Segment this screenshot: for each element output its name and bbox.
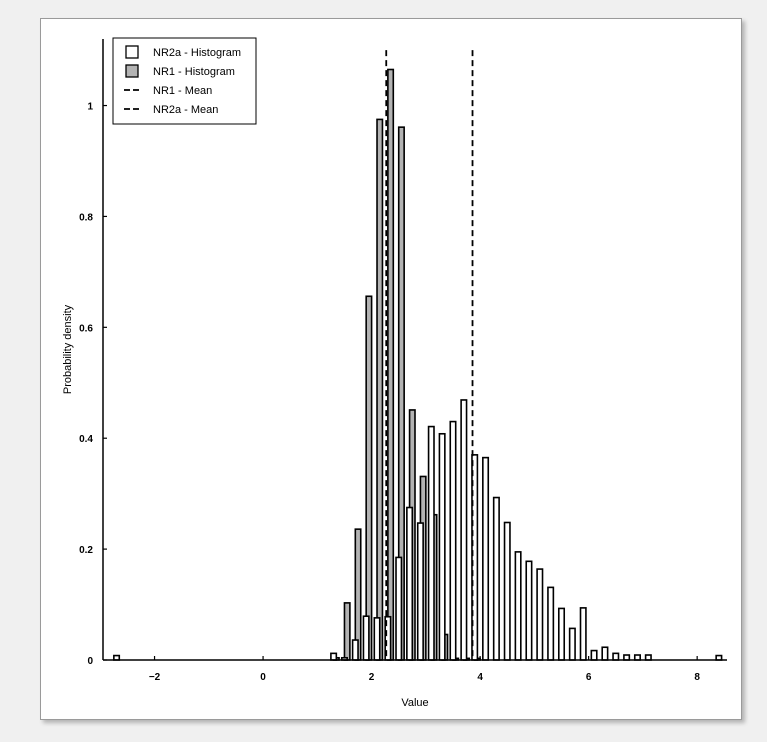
nr2a-histogram-bar	[373, 617, 381, 661]
nr2a-histogram-bar	[536, 568, 544, 661]
legend-item: NR2a - Mean	[124, 104, 218, 116]
nr2a-histogram-bar	[590, 649, 598, 661]
nr2a-histogram-bar	[568, 627, 576, 661]
nr2a-histogram-bar	[612, 652, 620, 661]
x-tick-label: 0	[260, 672, 266, 683]
nr2a-histogram-bar	[557, 607, 566, 661]
y-tick-label: 0.6	[79, 323, 93, 334]
nr1-histogram-bar	[376, 118, 384, 661]
axes	[102, 39, 727, 661]
y-axis-label: Probability density	[62, 304, 74, 394]
nr2a-histogram-bar	[503, 521, 511, 661]
nr2a-histogram-bar	[438, 432, 446, 661]
mean-lines	[385, 50, 474, 660]
histogram-chart: −2 0 2 4 6 8 0 0.2 0.4 0.6 0.8 1 Value Probability…	[62, 37, 727, 709]
y-tick-label: 1	[87, 102, 93, 113]
nr1-histogram-bar	[343, 602, 351, 661]
legend-label: NR1 - Histogram	[153, 66, 235, 78]
y-ticks: 0 0.2 0.4 0.6 0.8 1	[79, 102, 107, 667]
x-tick-label: 8	[694, 672, 700, 683]
chart-figure: −2 0 2 4 6 8 0 0.2 0.4 0.6 0.8 1 Value Probability…	[40, 18, 742, 720]
y-tick-label: 0.2	[79, 545, 93, 556]
nr2a-histogram-bar	[416, 522, 424, 661]
nr2a-histogram-bar	[547, 586, 555, 661]
x-ticks: −2 0 2 4 6 8	[149, 656, 700, 683]
nr2a-histogram-bar	[525, 560, 533, 661]
legend-item: NR1 - Histogram	[125, 64, 235, 78]
nr1-histogram-bar	[365, 295, 373, 661]
x-tick-label: 2	[369, 672, 375, 683]
nr2a-histogram-bar	[482, 456, 490, 661]
y-tick-label: 0.4	[79, 434, 93, 445]
nr2a-histogram-bar	[330, 652, 338, 661]
legend-item: NR1 - Mean	[124, 85, 212, 97]
nr2a-histogram-bar	[514, 551, 522, 661]
x-tick-label: −2	[149, 672, 161, 683]
nr2a-legend-swatch	[125, 45, 139, 59]
nr1-histogram-bar	[387, 68, 395, 661]
nr2a-histogram-bar	[449, 420, 457, 661]
legend-label: NR2a - Mean	[153, 104, 218, 116]
x-tick-label: 4	[477, 672, 483, 683]
nr2a-histogram-bar	[492, 496, 500, 661]
nr2a-histogram-bar	[406, 506, 414, 661]
legend-item: NR2a - Histogram	[125, 45, 241, 59]
legend-label: NR1 - Mean	[153, 85, 212, 97]
nr2a-histogram-bars	[113, 399, 723, 661]
nr2a-histogram-bar	[460, 399, 468, 661]
nr2a-histogram-bar	[427, 425, 435, 661]
nr1-legend-swatch	[125, 64, 139, 78]
y-tick-label: 0.8	[79, 212, 93, 223]
nr2a-histogram-bar	[579, 607, 587, 661]
nr2a-histogram-bar	[351, 639, 359, 661]
nr2a-histogram-bar	[395, 556, 403, 661]
x-tick-label: 6	[586, 672, 592, 683]
x-axis-label: Value	[401, 697, 428, 709]
legend: NR2a - Histogram NR1 - Histogram NR1 - Mea…	[112, 37, 257, 125]
nr2a-histogram-bar	[362, 615, 370, 661]
legend-label: NR2a - Histogram	[153, 47, 241, 59]
y-tick-label: 0	[87, 656, 93, 667]
nr2a-histogram-bar	[601, 646, 609, 661]
